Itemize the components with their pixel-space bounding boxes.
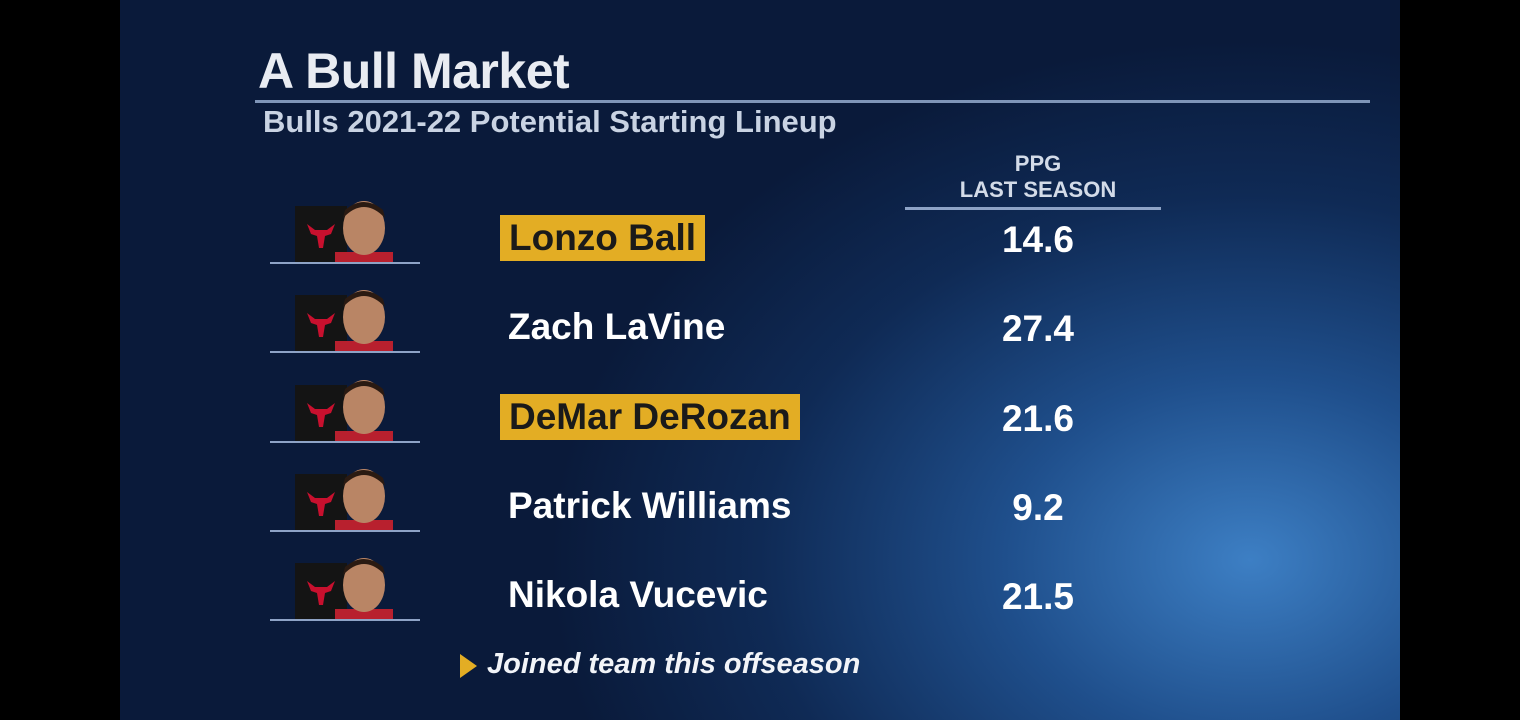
photo-rule [270,351,420,354]
ppg-value: 21.5 [1001,576,1074,618]
ppg-value: 14.6 [1001,219,1074,260]
photo-rule [270,529,420,532]
column-rule [905,207,1161,210]
title: A Bull Market [258,43,570,99]
player-photo [295,196,395,264]
headshot [295,201,393,264]
column-header: LAST SEASON [959,177,1117,202]
legend-marker [460,654,477,678]
ppg-value: 9.2 [1012,486,1064,528]
player-photo [295,375,395,443]
subtitle: Bulls 2021-22 Potential Starting Lineup [263,104,837,139]
player-photo [295,285,395,354]
player-name: Lonzo Ball [500,215,706,261]
headshot [295,468,393,532]
photo-rule [270,440,420,443]
headshot [295,290,393,354]
player-photo [295,553,395,622]
headshot [295,558,393,622]
ppg-value: 21.6 [1001,397,1074,439]
title-rule [255,100,1370,103]
ppg-value: 27.4 [1001,308,1074,350]
photo-rule [270,619,420,622]
player-photo [295,464,395,532]
photo-rule [270,262,420,264]
player-name: Zach LaVine [508,306,726,348]
headshot [295,379,393,443]
graphic: A Bull Market Bulls 2021-22 Potential St… [120,0,1400,720]
player-name: Patrick Williams [508,484,792,526]
column-header: PPG [1014,151,1062,176]
player-name: DeMar DeRozan [500,393,800,440]
footnote: Joined team this offseason [487,648,861,680]
player-name: Nikola Vucevic [508,574,768,616]
